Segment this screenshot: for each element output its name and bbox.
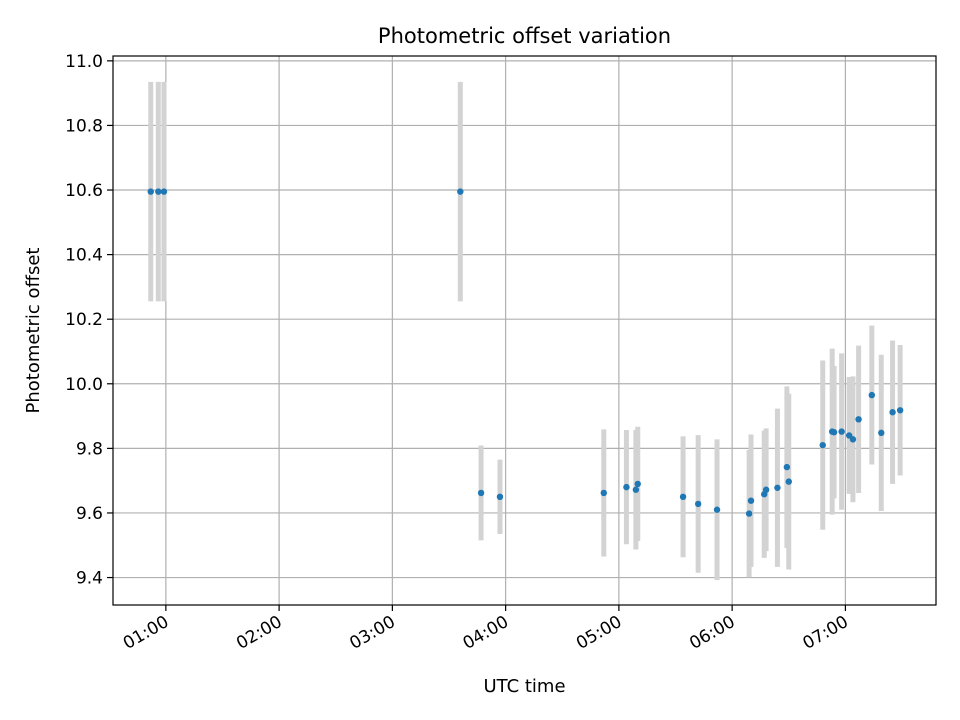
x-axis-label: UTC time	[483, 676, 565, 697]
y-tick-label: 11.0	[65, 52, 103, 72]
data-point	[679, 493, 687, 501]
y-axis-label: Photometric offset	[23, 248, 44, 414]
y-tick-label: 9.4	[76, 569, 103, 589]
data-point	[889, 409, 896, 416]
data-point	[713, 506, 721, 513]
y-tick-label: 10.6	[65, 181, 103, 201]
data-point	[783, 463, 791, 471]
data-point	[849, 436, 857, 443]
data-point	[623, 483, 630, 491]
y-tick-label: 9.6	[76, 504, 103, 524]
data-point	[830, 429, 838, 436]
data-point	[745, 510, 753, 517]
data-point	[762, 486, 770, 493]
data-point	[496, 493, 504, 501]
chart-title: Photometric offset variation	[378, 24, 671, 48]
data-point	[785, 478, 792, 485]
data-point	[819, 441, 826, 449]
y-tick-label: 9.8	[76, 439, 103, 459]
data-point	[838, 428, 845, 435]
data-point	[868, 391, 876, 399]
y-tick-label: 10.8	[65, 116, 103, 136]
data-point	[600, 489, 607, 497]
data-point	[896, 407, 904, 414]
data-point	[147, 188, 154, 195]
data-point	[694, 500, 702, 508]
data-point	[477, 489, 485, 497]
data-point	[632, 486, 640, 493]
data-point	[855, 416, 862, 423]
data-point	[878, 429, 885, 437]
data-point	[457, 188, 464, 195]
y-axis-ticks: 9.4 9.6 9.8 10.0 10.2 10.4 10.6 10.8 11.0	[65, 52, 113, 589]
y-tick-label: 10.2	[65, 310, 103, 330]
data-point	[155, 188, 162, 195]
data-point	[634, 480, 641, 488]
data-point	[774, 484, 781, 491]
plot-frame	[112, 55, 937, 606]
y-tick-label: 10.4	[65, 246, 103, 266]
data-points	[147, 188, 904, 517]
y-tick-label: 10.0	[65, 375, 103, 395]
grid-lines	[113, 56, 936, 605]
data-point	[747, 497, 755, 504]
data-point	[160, 188, 168, 195]
